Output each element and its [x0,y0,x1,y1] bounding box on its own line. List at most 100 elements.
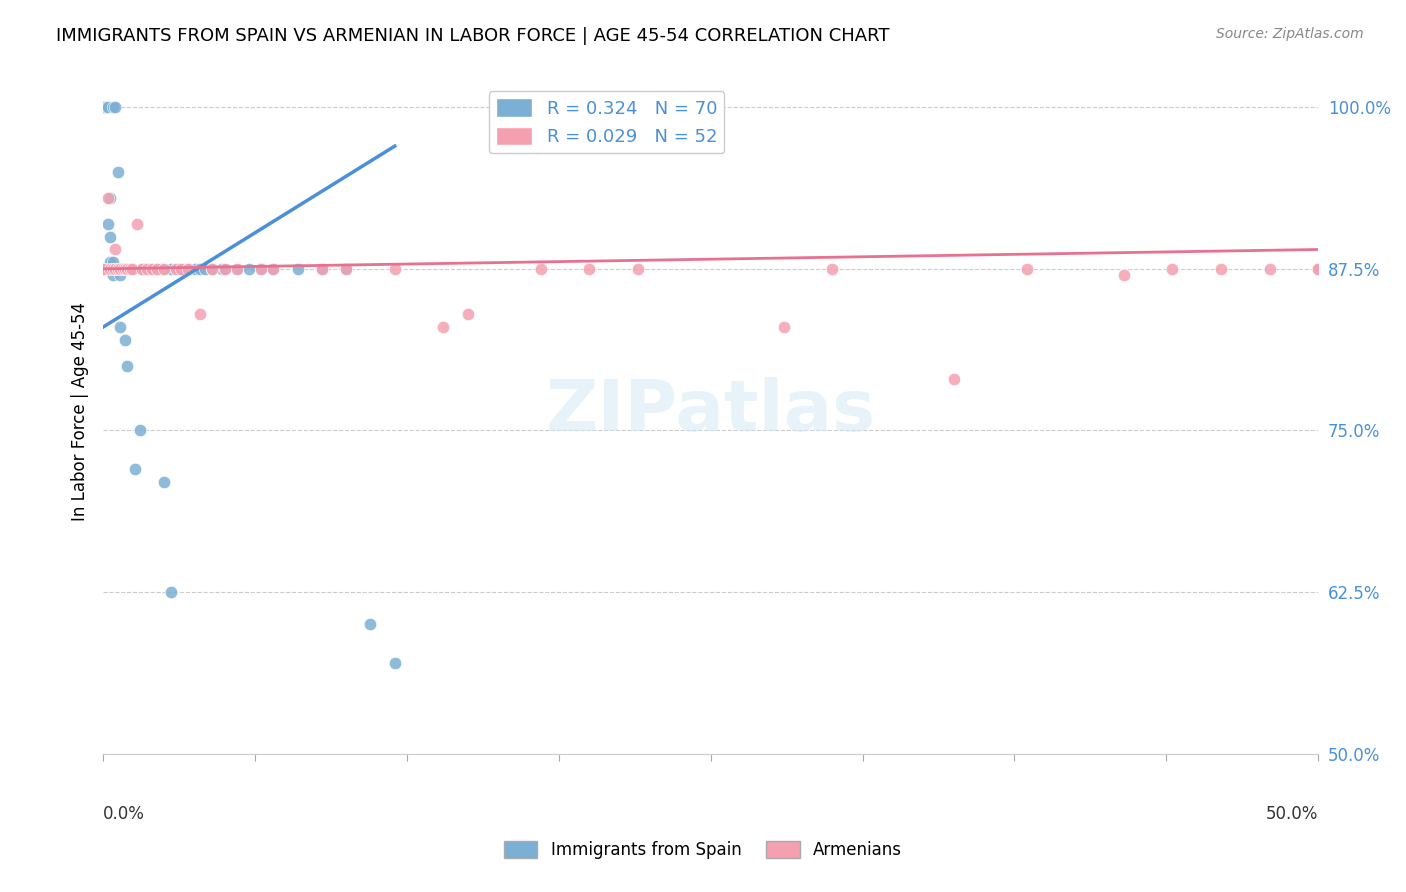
Point [287,261,309,276]
Point [262,261,284,276]
Point [131,261,153,276]
Point [177,261,200,276]
Point [97,100,120,114]
Point [384,261,406,276]
Point [91,100,114,114]
Point [91,261,114,276]
Point [150,261,173,276]
Point [100,261,122,276]
Point [127,217,149,231]
Point [117,261,139,276]
Point [100,255,122,269]
Point [94,261,117,276]
Point [91,261,114,276]
Point [145,261,167,276]
Point [108,261,131,276]
Point [238,261,260,276]
Point [942,372,965,386]
Point [100,261,122,276]
Point [104,261,127,276]
Point [111,261,134,276]
Point [91,261,114,276]
Point [359,617,381,632]
Point [201,261,224,276]
Text: ZIPatlas: ZIPatlas [546,376,876,446]
Point [114,261,136,276]
Point [188,261,211,276]
Point [104,261,127,276]
Point [1015,261,1038,276]
Point [214,261,236,276]
Point [91,261,114,276]
Point [108,320,131,334]
Text: 0.0%: 0.0% [103,805,145,823]
Point [177,261,200,276]
Point [194,261,217,276]
Point [627,261,650,276]
Point [134,261,156,276]
Point [457,307,479,321]
Point [117,261,139,276]
Point [100,191,122,205]
Point [772,320,794,334]
Point [114,261,136,276]
Point [384,656,406,670]
Point [1258,261,1281,276]
Point [145,261,167,276]
Point [170,261,193,276]
Point [165,261,187,276]
Point [160,585,183,599]
Point [101,255,124,269]
Point [94,100,117,114]
Point [153,475,176,490]
Y-axis label: In Labor Force | Age 45-54: In Labor Force | Age 45-54 [72,301,89,521]
Point [250,261,273,276]
Point [100,229,122,244]
Point [141,261,163,276]
Point [94,261,117,276]
Point [101,268,124,283]
Point [100,261,122,276]
Point [91,261,114,276]
Text: Source: ZipAtlas.com: Source: ZipAtlas.com [1216,27,1364,41]
Point [1308,261,1330,276]
Point [91,100,114,114]
Point [335,261,357,276]
Point [111,261,134,276]
Point [114,333,136,347]
Point [1308,261,1330,276]
Point [104,261,127,276]
Point [821,261,844,276]
Point [97,191,120,205]
Point [311,261,333,276]
Point [135,261,157,276]
Point [121,261,143,276]
Point [432,320,454,334]
Point [262,261,284,276]
Point [131,261,153,276]
Point [211,261,233,276]
Point [225,261,247,276]
Point [128,424,150,438]
Point [94,261,117,276]
Point [165,261,187,276]
Point [101,261,124,276]
Point [107,261,129,276]
Point [124,462,146,476]
Point [91,261,114,276]
Point [529,261,551,276]
Point [94,261,117,276]
Point [91,261,114,276]
Point [141,261,163,276]
Point [101,100,124,114]
Point [250,261,273,276]
Point [225,261,247,276]
Point [97,217,120,231]
Point [101,261,124,276]
Point [201,261,224,276]
Point [172,261,194,276]
Point [118,261,141,276]
Point [1161,261,1184,276]
Point [214,261,236,276]
Point [578,261,600,276]
